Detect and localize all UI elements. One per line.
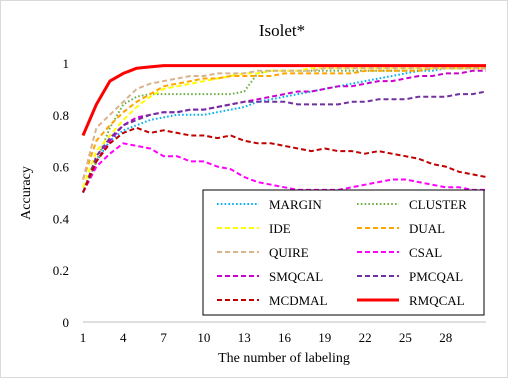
series-line-smqcal (82, 69, 486, 193)
x-tick-label: 19 (318, 330, 331, 345)
legend-label-dual: DUAL (409, 221, 445, 236)
x-tick-label: 22 (359, 330, 372, 345)
x-tick-label: 1 (80, 330, 87, 345)
x-tick-label: 7 (160, 330, 167, 345)
legend-label-pmcqal: PMCQAL (409, 269, 463, 284)
legend-label-rmqcal: RMQCAL (409, 293, 465, 308)
y-tick-label: 0.2 (53, 263, 69, 278)
legend-label-csal: CSAL (409, 245, 442, 260)
legend-label-mcdmal: MCDMAL (269, 293, 328, 308)
series-line-csal (82, 142, 486, 193)
x-tick-label: 13 (238, 330, 251, 345)
y-tick-label: 0.6 (53, 160, 70, 175)
x-tick-label: 16 (278, 330, 292, 345)
x-tick-label: 4 (120, 330, 127, 345)
legend-label-margin: MARGIN (269, 197, 322, 212)
series-line-rmqcal (81, 64, 486, 137)
series-line-quire (82, 67, 486, 180)
x-tick-label: 10 (197, 330, 210, 345)
axes: 0 0.2 0.4 0.6 0.8 1 1 4 7 10 13 16 19 22 25 28 (53, 56, 486, 345)
x-axis-label: The number of labeling (218, 351, 350, 366)
y-tick-label: 0.4 (53, 211, 70, 226)
legend-label-ide: IDE (269, 221, 291, 236)
legend-label-smqcal: SMQCAL (269, 269, 323, 284)
series-layer (81, 64, 487, 193)
y-tick-label: 0.8 (53, 108, 69, 123)
y-tick-label: 0 (63, 315, 70, 330)
series-line-pmcqal (82, 90, 487, 193)
legend-label-cluster: CLUSTER (409, 197, 467, 212)
y-tick-label: 1 (63, 56, 70, 71)
legend-label-quire: QUIRE (269, 245, 309, 260)
chart-title: Isolet* (259, 21, 305, 40)
x-tick-label: 28 (439, 330, 452, 345)
legend: MARGIN CLUSTER IDE DUAL QUIRE CSAL SMQCAL PMCQA… (202, 189, 485, 316)
y-axis-label: Accuracy (19, 166, 34, 220)
series-line-dual (82, 67, 486, 180)
x-tick-label: 25 (399, 330, 412, 345)
